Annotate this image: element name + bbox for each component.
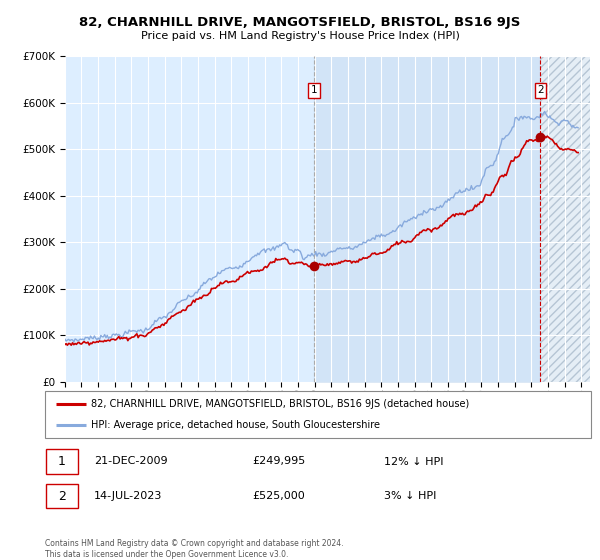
Text: 3% ↓ HPI: 3% ↓ HPI	[383, 491, 436, 501]
FancyBboxPatch shape	[45, 391, 591, 438]
Text: 82, CHARNHILL DRIVE, MANGOTSFIELD, BRISTOL, BS16 9JS (detached house): 82, CHARNHILL DRIVE, MANGOTSFIELD, BRIST…	[91, 399, 470, 409]
Text: £525,000: £525,000	[253, 491, 305, 501]
Text: 1: 1	[58, 455, 66, 468]
FancyBboxPatch shape	[46, 484, 78, 508]
Text: 2: 2	[58, 489, 66, 503]
Text: 12% ↓ HPI: 12% ↓ HPI	[383, 456, 443, 466]
FancyBboxPatch shape	[46, 449, 78, 474]
Text: HPI: Average price, detached house, South Gloucestershire: HPI: Average price, detached house, Sout…	[91, 421, 380, 431]
Text: Contains HM Land Registry data © Crown copyright and database right 2024.: Contains HM Land Registry data © Crown c…	[45, 539, 343, 548]
Text: 82, CHARNHILL DRIVE, MANGOTSFIELD, BRISTOL, BS16 9JS: 82, CHARNHILL DRIVE, MANGOTSFIELD, BRIST…	[79, 16, 521, 29]
Text: £249,995: £249,995	[253, 456, 306, 466]
Text: 1: 1	[311, 85, 317, 95]
Text: 2: 2	[537, 85, 544, 95]
Text: 21-DEC-2009: 21-DEC-2009	[94, 456, 168, 466]
Text: This data is licensed under the Open Government Licence v3.0.: This data is licensed under the Open Gov…	[45, 550, 289, 559]
Text: Price paid vs. HM Land Registry's House Price Index (HPI): Price paid vs. HM Land Registry's House …	[140, 31, 460, 41]
Polygon shape	[541, 56, 590, 382]
Text: 14-JUL-2023: 14-JUL-2023	[94, 491, 163, 501]
